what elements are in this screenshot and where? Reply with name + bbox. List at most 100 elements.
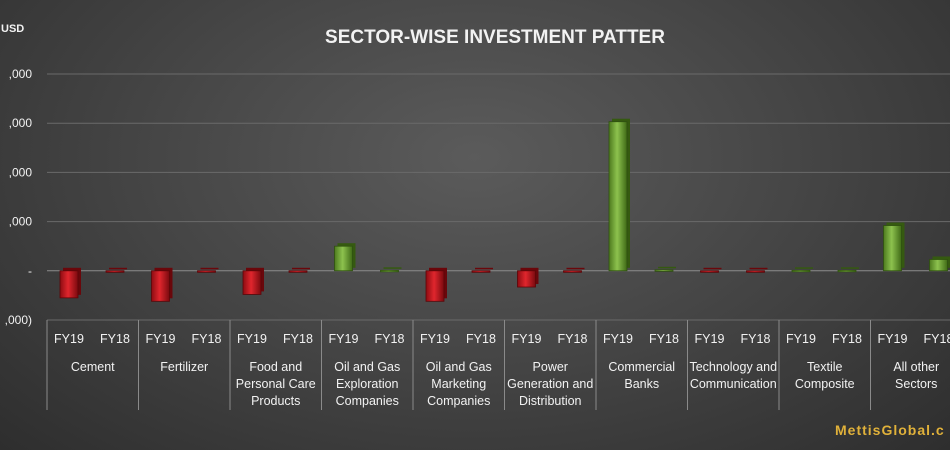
bar	[197, 270, 216, 273]
period-label: FY18	[375, 332, 405, 346]
bar	[563, 270, 582, 273]
gridlines	[47, 73, 950, 321]
bar	[425, 270, 445, 302]
bar-fy18	[197, 267, 219, 273]
bar	[471, 270, 491, 273]
period-label: FY19	[420, 332, 450, 346]
bar-depth	[383, 267, 402, 269]
period-label: FY19	[237, 332, 267, 346]
bar	[517, 270, 536, 288]
period-label: FY18	[649, 332, 679, 346]
bar-depth	[200, 267, 219, 270]
period-label: FY18	[466, 332, 496, 346]
bar-depth	[703, 267, 722, 270]
bar	[334, 245, 353, 272]
watermark: MettisGlobal.c	[835, 422, 945, 438]
category-label: Exploration	[336, 377, 399, 391]
bar-fy19	[791, 267, 813, 273]
period-label: FY19	[512, 332, 542, 346]
bar-fy18	[380, 267, 402, 273]
category-label: Composite	[795, 377, 855, 391]
y-tick-label: ,000	[9, 165, 33, 179]
period-label: FY18	[832, 332, 862, 346]
y-tick-label: ,000	[9, 116, 33, 130]
bar	[288, 270, 308, 273]
bar-fy19	[700, 267, 722, 273]
axis-labels: ,000) - ,000 ,000 ,000 ,000 FY19 FY18 Cement FY19…	[5, 67, 950, 408]
bar-fy19	[517, 267, 539, 288]
category-label: Generation and	[507, 377, 593, 391]
chart-title: SECTOR-WISE INVESTMENT PATTER	[325, 27, 665, 48]
bar-fy18	[837, 267, 859, 273]
bar-depth	[109, 267, 127, 270]
bar	[929, 259, 948, 272]
bar-fy19	[334, 243, 356, 272]
bar-depth	[475, 267, 493, 270]
bar-fy19	[425, 267, 447, 302]
bar-fy18	[105, 267, 127, 273]
category-label: Commercial	[608, 360, 675, 374]
period-label: FY19	[329, 332, 359, 346]
bar	[380, 269, 399, 273]
category-label: Oil and Gas	[334, 360, 400, 374]
period-label: FY19	[146, 332, 176, 346]
unit-label: USD	[1, 23, 24, 35]
category-label: Products	[251, 394, 300, 408]
bar-depth	[658, 266, 676, 269]
bar-depth	[566, 267, 585, 270]
category-label: Oil and Gas	[426, 360, 492, 374]
period-label: FY18	[924, 332, 950, 346]
bar	[59, 270, 79, 299]
category-label: Marketing	[431, 377, 486, 391]
bar	[791, 269, 811, 273]
category-label: Textile	[807, 360, 842, 374]
bar	[700, 270, 719, 273]
bar-fy19	[883, 222, 905, 272]
bar-fy18	[563, 267, 585, 273]
bar-depth	[795, 267, 813, 269]
category-label: Companies	[336, 394, 399, 408]
bars	[59, 118, 950, 302]
bar-fy18	[288, 267, 310, 273]
bar-fy19	[151, 267, 173, 302]
y-tick-label: ,000)	[5, 313, 32, 327]
category-label: Fertilizer	[160, 360, 208, 374]
bar	[837, 269, 857, 273]
bar	[608, 121, 628, 272]
bar-fy19	[608, 118, 630, 272]
bar-fy18	[471, 267, 493, 273]
category-label: Power	[533, 360, 568, 374]
period-label: FY18	[283, 332, 313, 346]
bar-fy18	[654, 266, 676, 272]
category-label: Personal Care	[236, 377, 316, 391]
y-tick-label: ,000	[9, 67, 33, 81]
period-label: FY19	[878, 332, 908, 346]
period-label: FY19	[786, 332, 816, 346]
category-label: All other	[893, 360, 939, 374]
period-label: FY18	[100, 332, 130, 346]
y-tick-label: -	[28, 264, 32, 278]
category-label: Food and	[249, 360, 302, 374]
bar-fy19	[59, 267, 81, 299]
bar	[654, 269, 674, 272]
category-label: Technology and	[689, 360, 777, 374]
category-separators	[46, 320, 871, 410]
period-label: FY19	[603, 332, 633, 346]
category-label: Banks	[624, 377, 659, 391]
bar-fy18	[746, 267, 768, 273]
category-label: Distribution	[519, 394, 582, 408]
bar-depth	[841, 267, 859, 269]
bar-depth	[292, 267, 310, 270]
category-label: Sectors	[895, 377, 937, 391]
bar	[105, 270, 125, 273]
period-label: FY19	[695, 332, 725, 346]
period-label: FY19	[54, 332, 84, 346]
bar-depth	[749, 267, 768, 270]
bar	[151, 270, 170, 302]
y-tick-label: ,000	[9, 215, 33, 229]
bar	[242, 270, 262, 295]
bar	[883, 225, 902, 272]
period-label: FY18	[741, 332, 771, 346]
